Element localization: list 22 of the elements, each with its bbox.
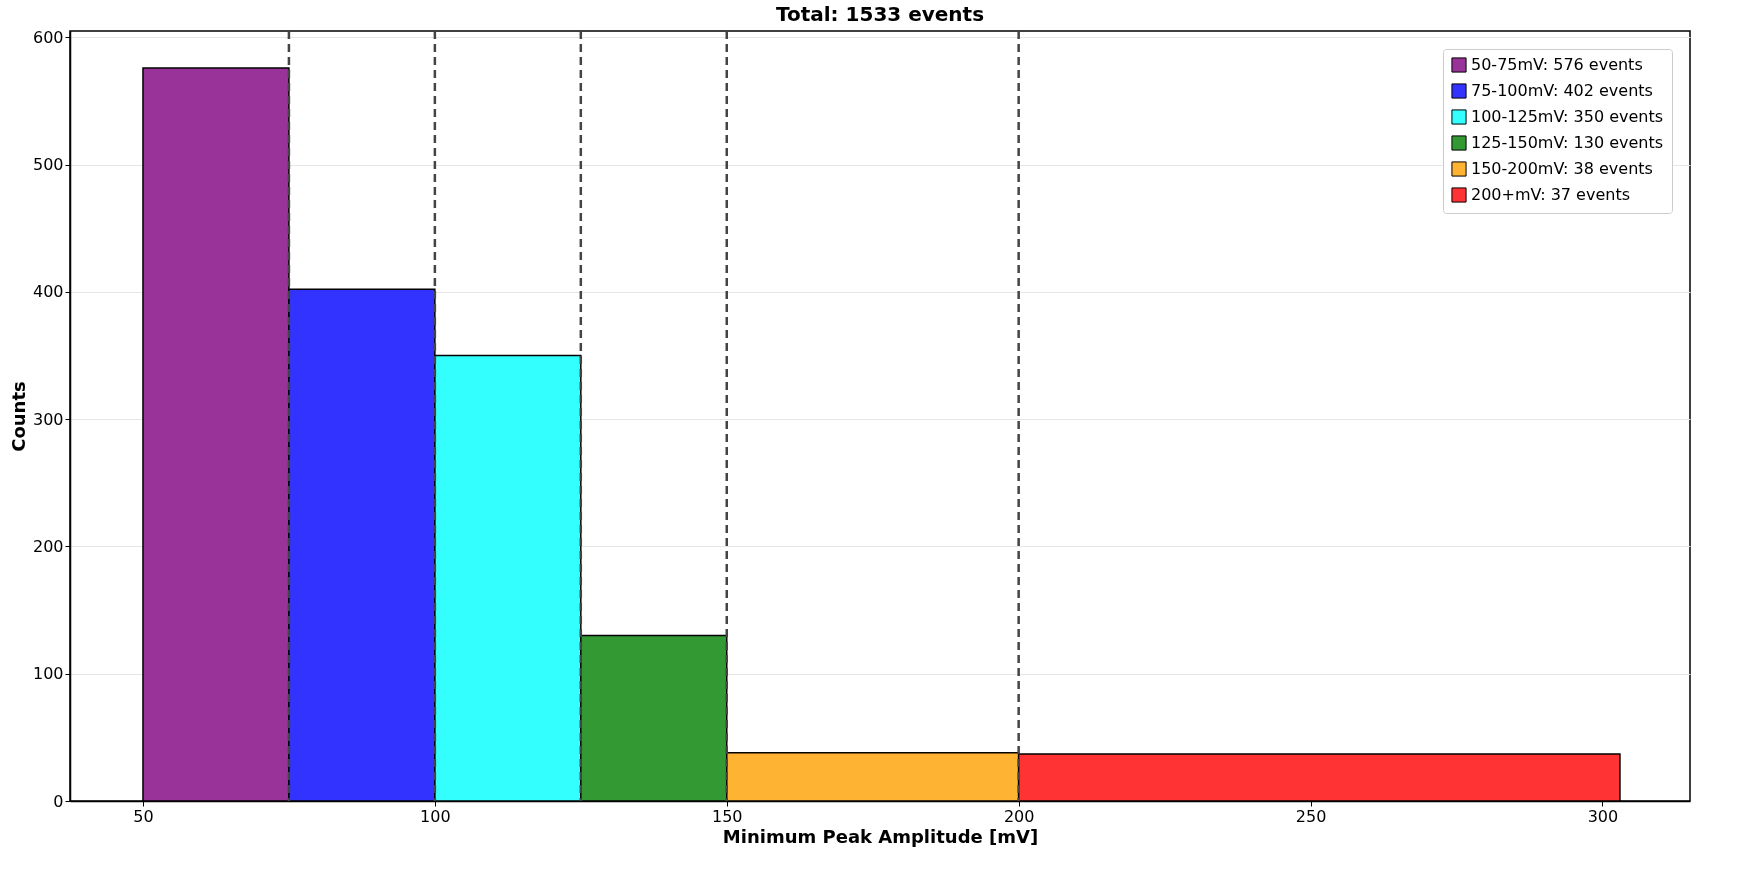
legend-label: 50-75mV: 576 events — [1471, 55, 1643, 74]
y-tick-label: 0 — [53, 791, 64, 811]
y-tick-label: 600 — [32, 27, 64, 47]
x-tick-label: 300 — [1587, 806, 1619, 826]
legend-label: 100-125mV: 350 events — [1471, 107, 1664, 126]
y-tick-label: 100 — [32, 664, 64, 684]
x-tick-label: 200 — [1003, 806, 1035, 826]
legend-label: 125-150mV: 130 events — [1471, 133, 1664, 152]
y-tick-label: 500 — [32, 155, 64, 175]
legend-label: 150-200mV: 38 events — [1471, 159, 1653, 178]
x-axis-title: Minimum Peak Amplitude [mV] — [722, 825, 1039, 847]
legend-label: 75-100mV: 402 events — [1471, 81, 1653, 100]
legend-label: 200+mV: 37 events — [1471, 185, 1630, 204]
x-tick-label: 250 — [1295, 806, 1327, 826]
y-tick-label: 200 — [32, 536, 64, 556]
x-tick-label: 50 — [133, 806, 154, 826]
y-tick-label: 400 — [32, 282, 64, 302]
y-axis-title: Counts — [7, 381, 29, 452]
chart-title: Total: 1533 events — [775, 2, 985, 27]
x-tick-label: 150 — [711, 806, 743, 826]
x-tick-label: 100 — [420, 806, 451, 826]
y-tick-label: 300 — [32, 409, 64, 429]
